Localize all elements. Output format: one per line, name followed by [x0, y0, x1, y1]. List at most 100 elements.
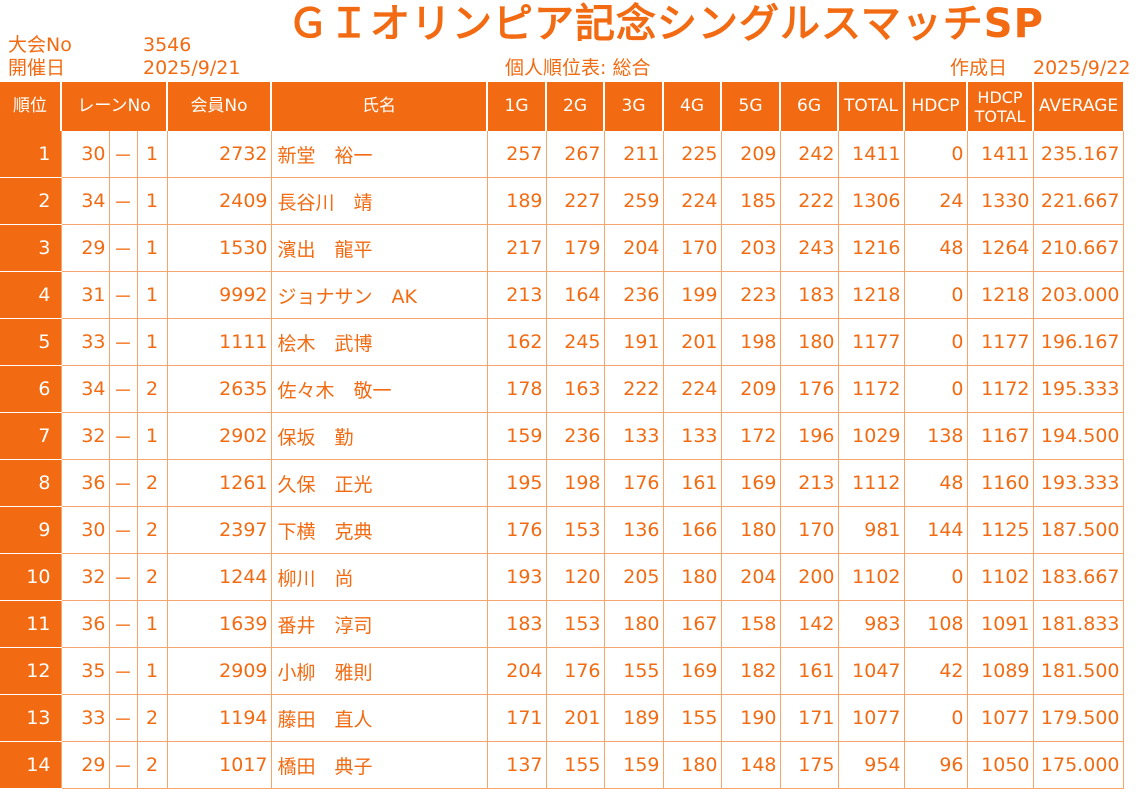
game6-cell: 213: [779, 459, 838, 507]
hdcp-cell: 0: [903, 365, 967, 413]
hdcp-cell: 0: [903, 131, 967, 178]
member-no-cell: 1017: [166, 741, 271, 789]
lane-seat-cell: 1: [136, 131, 167, 178]
hdcp-cell: 138: [903, 412, 967, 460]
hdcp-total-cell: 1264: [966, 224, 1033, 272]
table-row: 7 32 － 1 2902 保坂 勤 159 236 133 133 172 196 1029 138 11…: [0, 412, 1124, 460]
average-cell: 195.333: [1032, 365, 1124, 413]
game1-cell: 195: [486, 459, 546, 507]
lane-cell: 34: [60, 365, 109, 413]
total-cell: 981: [837, 506, 904, 554]
total-cell: 1411: [837, 131, 904, 178]
game6-cell: 196: [779, 412, 838, 460]
game3-cell: 191: [603, 318, 663, 366]
average-cell: 193.333: [1032, 459, 1124, 507]
game6-cell: 170: [779, 506, 838, 554]
game2-cell: 179: [545, 224, 604, 272]
lane-cell: 30: [60, 131, 109, 178]
hdcp-cell: 24: [903, 177, 967, 225]
rank-cell: 13: [0, 694, 61, 742]
lane-separator: －: [108, 694, 137, 742]
table-row: 10 32 － 2 1244 柳川 尚 193 120 205 180 204 200 1102 0 110…: [0, 553, 1124, 601]
report-subtitle: 個人順位表: 総合: [505, 57, 651, 79]
hdcp-cell: 48: [903, 459, 967, 507]
player-name-cell: 長谷川 靖: [270, 177, 487, 225]
ranking-table: 順位 レーンNo 会員No 氏名 1G 2G 3G 4G 5G 6G TOTAL…: [0, 82, 1124, 789]
rank-cell: 12: [0, 647, 61, 695]
lane-cell: 36: [60, 459, 109, 507]
game5-cell: 148: [720, 741, 780, 789]
total-cell: 1172: [837, 365, 904, 413]
table-row: 5 33 － 1 1111 桧木 武博 162 245 191 201 198 180 1177 0 117…: [0, 318, 1124, 366]
game3-cell: 189: [603, 694, 663, 742]
game5-cell: 209: [720, 365, 780, 413]
game6-cell: 183: [779, 271, 838, 319]
game1-cell: 217: [486, 224, 546, 272]
rank-cell: 3: [0, 224, 61, 272]
game4-cell: 180: [662, 741, 721, 789]
game2-cell: 153: [545, 600, 604, 648]
game4-cell: 170: [662, 224, 721, 272]
game4-cell: 155: [662, 694, 721, 742]
lane-cell: 30: [60, 506, 109, 554]
game2-cell: 153: [545, 506, 604, 554]
game2-cell: 227: [545, 177, 604, 225]
game4-cell: 133: [662, 412, 721, 460]
game2-cell: 198: [545, 459, 604, 507]
game2-cell: 164: [545, 271, 604, 319]
table-row: 2 34 － 1 2409 長谷川 靖 189 227 259 224 185 222 1306 24 13…: [0, 177, 1124, 225]
total-cell: 1216: [837, 224, 904, 272]
lane-separator: －: [108, 224, 137, 272]
col-g3: 3G: [603, 82, 663, 131]
game1-cell: 162: [486, 318, 546, 366]
col-member: 会員No: [166, 82, 271, 131]
col-hdcp-total: HDCP TOTAL: [966, 82, 1033, 131]
rank-cell: 10: [0, 553, 61, 601]
game3-cell: 204: [603, 224, 663, 272]
table-row: 14 29 － 2 1017 橋田 典子 137 155 159 180 148 175 954 96 10…: [0, 741, 1124, 789]
game2-cell: 163: [545, 365, 604, 413]
rank-cell: 4: [0, 271, 61, 319]
member-no-cell: 1261: [166, 459, 271, 507]
total-cell: 1112: [837, 459, 904, 507]
player-name-cell: 濱出 龍平: [270, 224, 487, 272]
col-total: TOTAL: [837, 82, 904, 131]
game3-cell: 133: [603, 412, 663, 460]
game2-cell: 201: [545, 694, 604, 742]
member-no-cell: 1639: [166, 600, 271, 648]
game1-cell: 171: [486, 694, 546, 742]
game4-cell: 201: [662, 318, 721, 366]
lane-separator: －: [108, 600, 137, 648]
member-no-cell: 1111: [166, 318, 271, 366]
lane-seat-cell: 1: [136, 412, 167, 460]
lane-separator: －: [108, 553, 137, 601]
game2-cell: 155: [545, 741, 604, 789]
lane-separator: －: [108, 318, 137, 366]
game1-cell: 178: [486, 365, 546, 413]
lane-separator: －: [108, 131, 137, 178]
player-name-cell: 桧木 武博: [270, 318, 487, 366]
table-row: 9 30 － 2 2397 下横 克典 176 153 136 166 180 170 981 144 11…: [0, 506, 1124, 554]
table-row: 4 31 － 1 9992 ジョナサン AK 213 164 236 199 223 183 1218 0…: [0, 271, 1124, 319]
game4-cell: 166: [662, 506, 721, 554]
game6-cell: 142: [779, 600, 838, 648]
hdcp-cell: 0: [903, 694, 967, 742]
game6-cell: 171: [779, 694, 838, 742]
game4-cell: 180: [662, 553, 721, 601]
table-row: 11 36 － 1 1639 番井 淳司 183 153 180 167 158 142 983 108 1…: [0, 600, 1124, 648]
game1-cell: 189: [486, 177, 546, 225]
game5-cell: 209: [720, 131, 780, 178]
average-cell: 194.500: [1032, 412, 1124, 460]
rank-cell: 8: [0, 459, 61, 507]
game1-cell: 183: [486, 600, 546, 648]
col-g4: 4G: [662, 82, 721, 131]
table-row: 6 34 － 2 2635 佐々木 敬一 178 163 222 224 209 176 1172 0 11…: [0, 365, 1124, 413]
lane-separator: －: [108, 506, 137, 554]
created-date: 2025/9/22: [1033, 57, 1131, 79]
average-cell: 196.167: [1032, 318, 1124, 366]
player-name-cell: 久保 正光: [270, 459, 487, 507]
rank-cell: 11: [0, 600, 61, 648]
hdcp-cell: 108: [903, 600, 967, 648]
game3-cell: 159: [603, 741, 663, 789]
game1-cell: 159: [486, 412, 546, 460]
